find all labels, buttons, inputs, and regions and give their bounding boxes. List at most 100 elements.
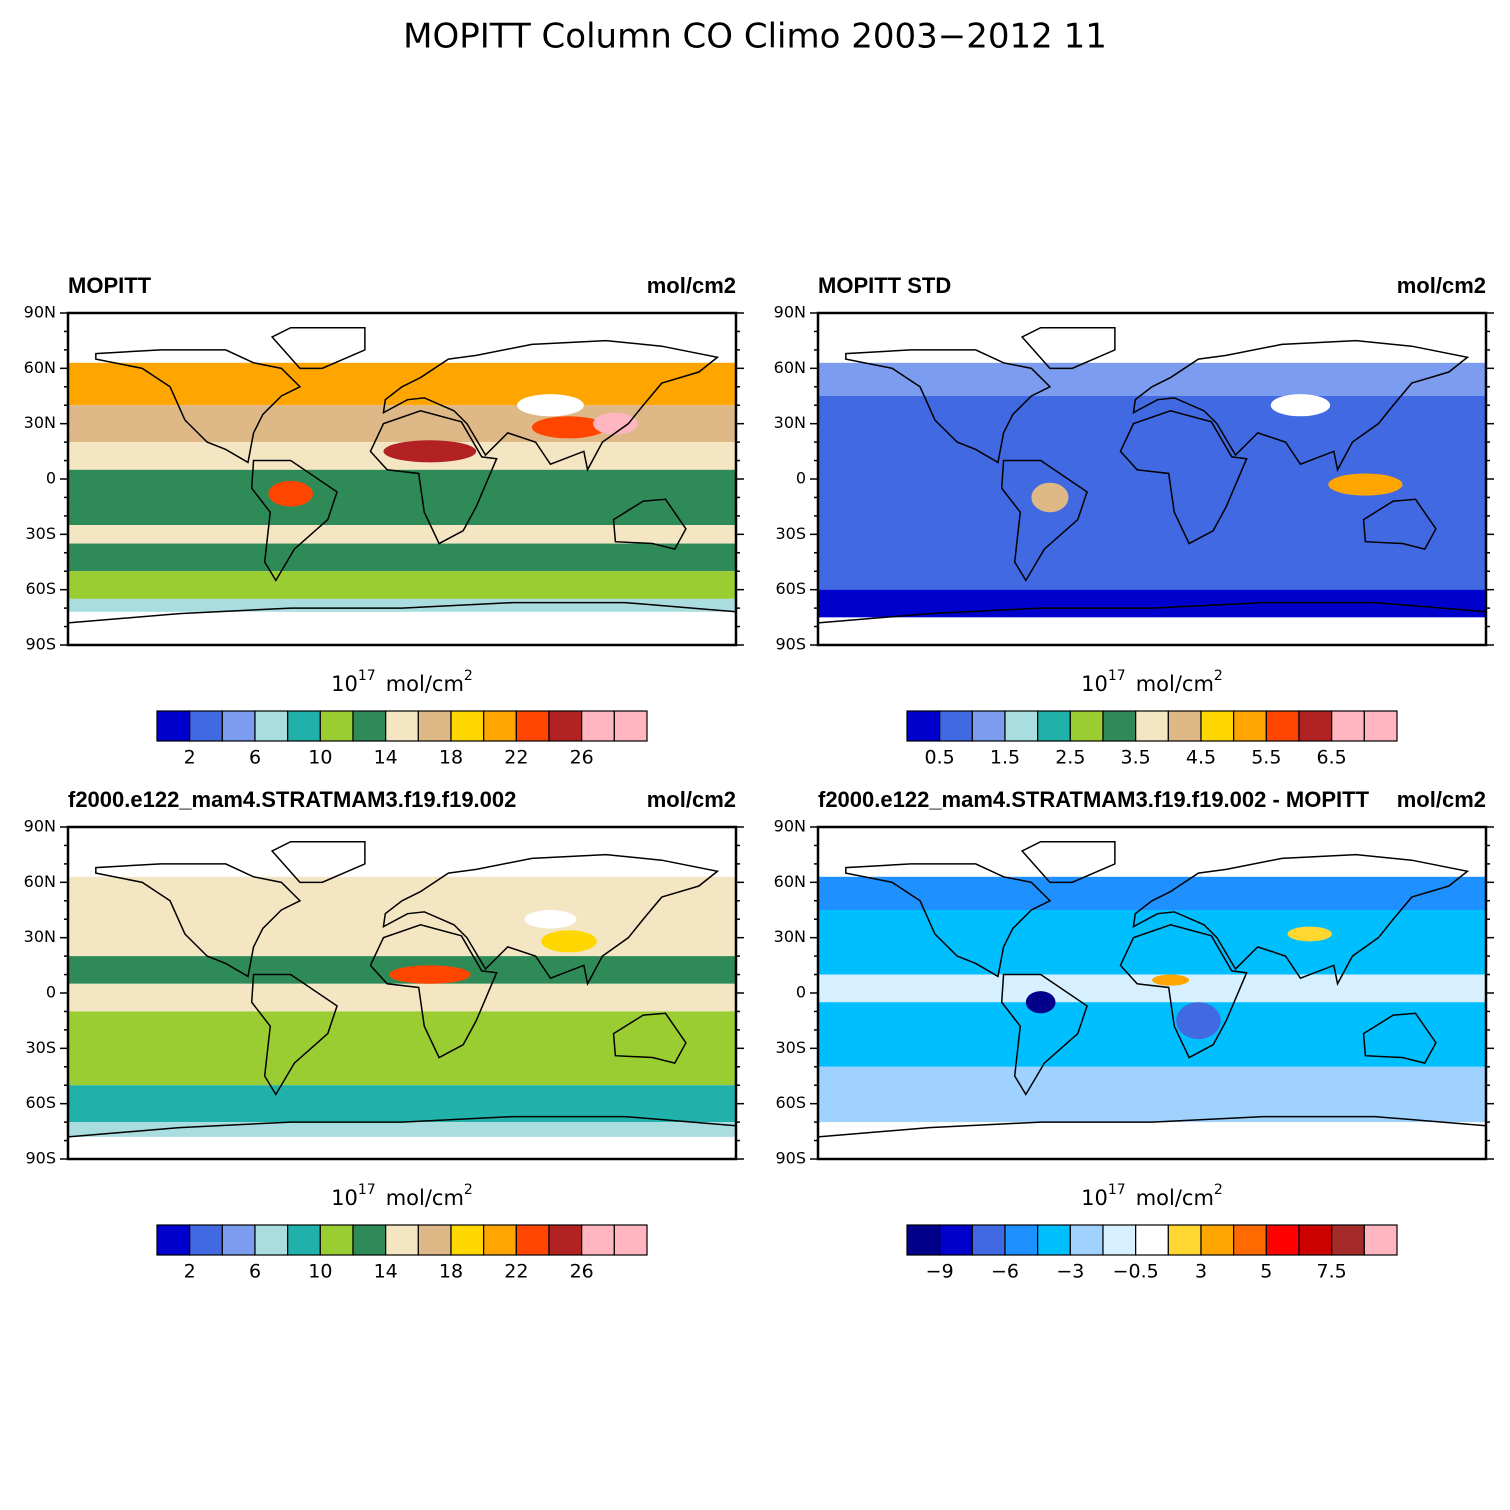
colorbar-box [613,1224,648,1256]
coastline [845,349,1052,464]
colorbar-box [450,710,485,742]
units-part: 17 [358,668,376,684]
field-blob [593,412,638,435]
field-blob [517,394,584,417]
lat-tick-label: 30S [25,524,56,543]
panel-title: MOPITT STD [818,273,951,298]
coastline [818,1115,1486,1138]
colorbar-label: −0.5 [1113,1261,1159,1283]
colorbar-label: 5.5 [1251,747,1281,769]
panel-title: f2000.e122_mam4.STRATMAM3.f19.f19.002 [68,787,516,812]
lat-tick-label: 60S [25,1093,56,1112]
colorbar-box [1200,710,1235,742]
colorbar-box [1004,1224,1039,1256]
coastline [270,327,366,370]
coastline [1000,973,1088,1096]
colorbar-box [221,710,256,742]
units-part: 2 [1214,1182,1223,1198]
colorbar-label: 6 [249,1261,261,1283]
units-part: 10 [1081,672,1108,696]
coastline [68,601,736,624]
colorbar-label: 6.5 [1317,747,1347,769]
field-band [818,1066,1486,1123]
coastline [1119,409,1248,545]
colorbar-box [483,710,517,742]
coastline [68,1115,736,1138]
colorbar-units: 1017 mol/cm2 [331,1182,473,1210]
colorbar-box [939,1224,973,1256]
field-band [818,974,1486,1003]
field-blob [1031,482,1069,513]
coastline [1020,841,1116,884]
units-part: 10 [331,1186,358,1210]
field-band [68,983,736,1012]
units-part: 17 [1108,668,1126,684]
units-part: mol/cm [1136,672,1214,696]
colorbar-box [1167,1224,1202,1256]
field-blob [1152,974,1190,986]
colorbar-units: 1017 mol/cm2 [331,668,473,696]
colorbar-label: 18 [439,747,463,769]
colorbar-label: 10 [308,1261,332,1283]
colorbar-box [319,1224,354,1256]
lat-tick-label: 60N [24,872,56,891]
colorbar-box [515,1224,550,1256]
colorbar-label: 3.5 [1121,747,1151,769]
map-panel: f2000.e122_mam4.STRATMAM3.f19.f19.002 - … [774,787,1494,1283]
colorbar-box [385,1224,419,1256]
lat-tick-label: 90N [24,303,56,322]
colorbar-box [515,710,550,742]
coastline [95,863,302,978]
colorbar-label: −9 [926,1261,954,1283]
coastline [270,841,366,884]
map-panel: MOPITT STD mol/cm2 90N 60N 30N 0 30S 60S 90S 1017… [774,273,1494,769]
lat-tick-label: 30S [775,1038,806,1057]
panel-title: f2000.e122_mam4.STRATMAM3.f19.f19.002 - … [818,787,1370,812]
lat-tick-label: 30N [24,927,56,946]
coastline [1132,853,1470,986]
coastline [818,601,1486,624]
colorbar-label: 5 [1260,1261,1272,1283]
lat-tick-label: 0 [796,983,806,1002]
panel-units: mol/cm2 [1397,273,1486,298]
colorbar-box [1167,710,1202,742]
colorbar-box [548,1224,583,1256]
colorbar-box [221,1224,256,1256]
lat-tick-label: 90N [774,303,806,322]
field-blob [524,910,577,929]
colorbar-box [1069,1224,1104,1256]
colorbar-label: 7.5 [1317,1261,1347,1283]
lat-tick-label: 60S [25,579,56,598]
colorbar-label: 2 [184,1261,196,1283]
colorbar-label: 22 [504,747,528,769]
panel-units: mol/cm2 [647,787,736,812]
colorbar-label: 3 [1195,1261,1207,1283]
colorbar-label: 10 [308,747,332,769]
coastline [369,409,498,545]
lat-tick-label: 60N [24,358,56,377]
colorbar-box [1298,1224,1333,1256]
coastline [1119,923,1248,1059]
lat-tick-label: 60N [774,358,806,377]
colorbar-box [1233,1224,1267,1256]
colorbar-box [581,1224,615,1256]
colorbar-box [971,1224,1006,1256]
colorbar-box [1004,710,1039,742]
field-band [818,589,1486,618]
colorbar-box [385,710,419,742]
colorbar-box [1363,710,1398,742]
colorbar-box [450,1224,485,1256]
colorbar-box [1363,1224,1398,1256]
field-blob [1176,1002,1221,1040]
panel-title: MOPITT [68,273,152,298]
colorbar-box [1102,1224,1137,1256]
field-band [68,571,736,599]
lat-tick-label: 0 [796,469,806,488]
colorbar-box [287,1224,321,1256]
coastline [1020,327,1116,370]
coastline [845,863,1052,978]
colorbar-box [156,710,191,742]
lat-tick-label: 30N [24,413,56,432]
